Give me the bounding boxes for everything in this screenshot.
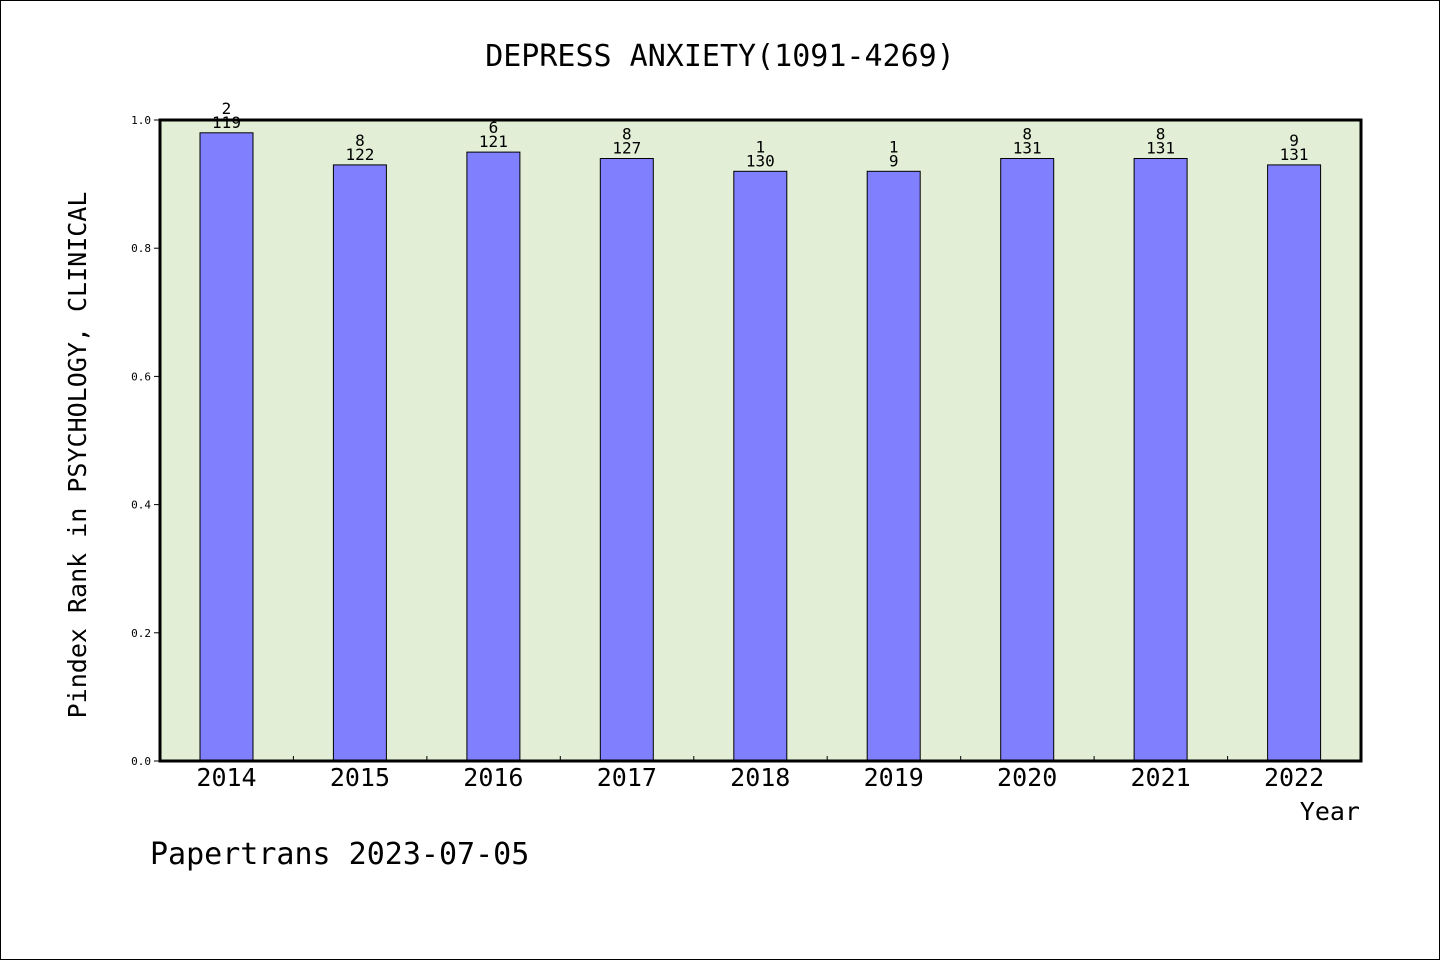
y-axis-label: Pindex Rank in PSYCHOLOGY, CLINICAL (63, 192, 92, 719)
bar-label-top-2016: 6 (489, 118, 499, 137)
bar-label-top-2015: 8 (355, 131, 365, 150)
bar-label-top-2021: 8 (1156, 125, 1166, 144)
y-tick-label: 0.2 (131, 627, 151, 640)
bar-label-top-2014: 2 (222, 99, 232, 118)
plot-border (158, 118, 1363, 763)
y-tick-label: 1.0 (131, 114, 151, 127)
footer-text: Papertrans 2023-07-05 (150, 837, 529, 872)
bar-2015 (332, 164, 387, 762)
bar-label-bottom-2020: 131 (1013, 139, 1042, 158)
x-axis-ticks: 2014 2015 2016 2017 2018 2019 2020 2021 2022 (196, 756, 1324, 792)
y-tick-label: 0.4 (131, 499, 151, 512)
chart-title: DEPRESS ANXIETY(1091-4269) (485, 39, 955, 74)
bar-label-top-2018: 1 (755, 137, 765, 156)
x-tick-label-2021: 2021 (1131, 763, 1191, 792)
bar-2018 (733, 170, 788, 762)
x-tick-label-2015: 2015 (330, 763, 390, 792)
bar-2014 (199, 132, 254, 762)
y-axis-ticks: 0.0 0.2 0.4 0.6 0.8 1.0 (131, 114, 160, 768)
x-tick-label-2017: 2017 (597, 763, 657, 792)
bar-label-bottom-2018: 130 (746, 151, 775, 170)
x-tick-label-2018: 2018 (730, 763, 790, 792)
bar-2019 (866, 170, 921, 762)
bar-label-bottom-2021: 131 (1146, 139, 1175, 158)
bars-group (199, 132, 1322, 762)
bar-label-bottom-2015: 122 (345, 145, 374, 164)
x-tick-label-2014: 2014 (196, 763, 256, 792)
y-tick-label: 0.8 (131, 242, 151, 255)
x-tick-label-2016: 2016 (463, 763, 523, 792)
bar-label-top-2020: 8 (1022, 125, 1032, 144)
bar-2020 (1000, 158, 1055, 762)
y-tick-label: 0.6 (131, 370, 151, 383)
bar-label-bottom-2016: 121 (479, 132, 508, 151)
x-axis-label: Year (1300, 797, 1360, 826)
bar-label-bottom-2017: 127 (612, 139, 641, 158)
bar-label-top-2017: 8 (622, 125, 632, 144)
bar-label-bottom-2019: 9 (889, 151, 899, 170)
bar-label-bottom-2014: 119 (212, 113, 241, 132)
bar-label-top-2019: 1 (889, 137, 899, 156)
x-tick-label-2020: 2020 (997, 763, 1057, 792)
bar-2016 (466, 151, 521, 762)
bar-2021 (1133, 158, 1188, 762)
bar-label-top-2022: 9 (1289, 131, 1299, 150)
bar-2022 (1267, 164, 1322, 762)
y-tick-label: 0.0 (131, 755, 151, 768)
bar-label-bottom-2022: 131 (1280, 145, 1309, 164)
bar-2017 (599, 158, 654, 762)
x-tick-label-2019: 2019 (864, 763, 924, 792)
x-tick-label-2022: 2022 (1264, 763, 1324, 792)
